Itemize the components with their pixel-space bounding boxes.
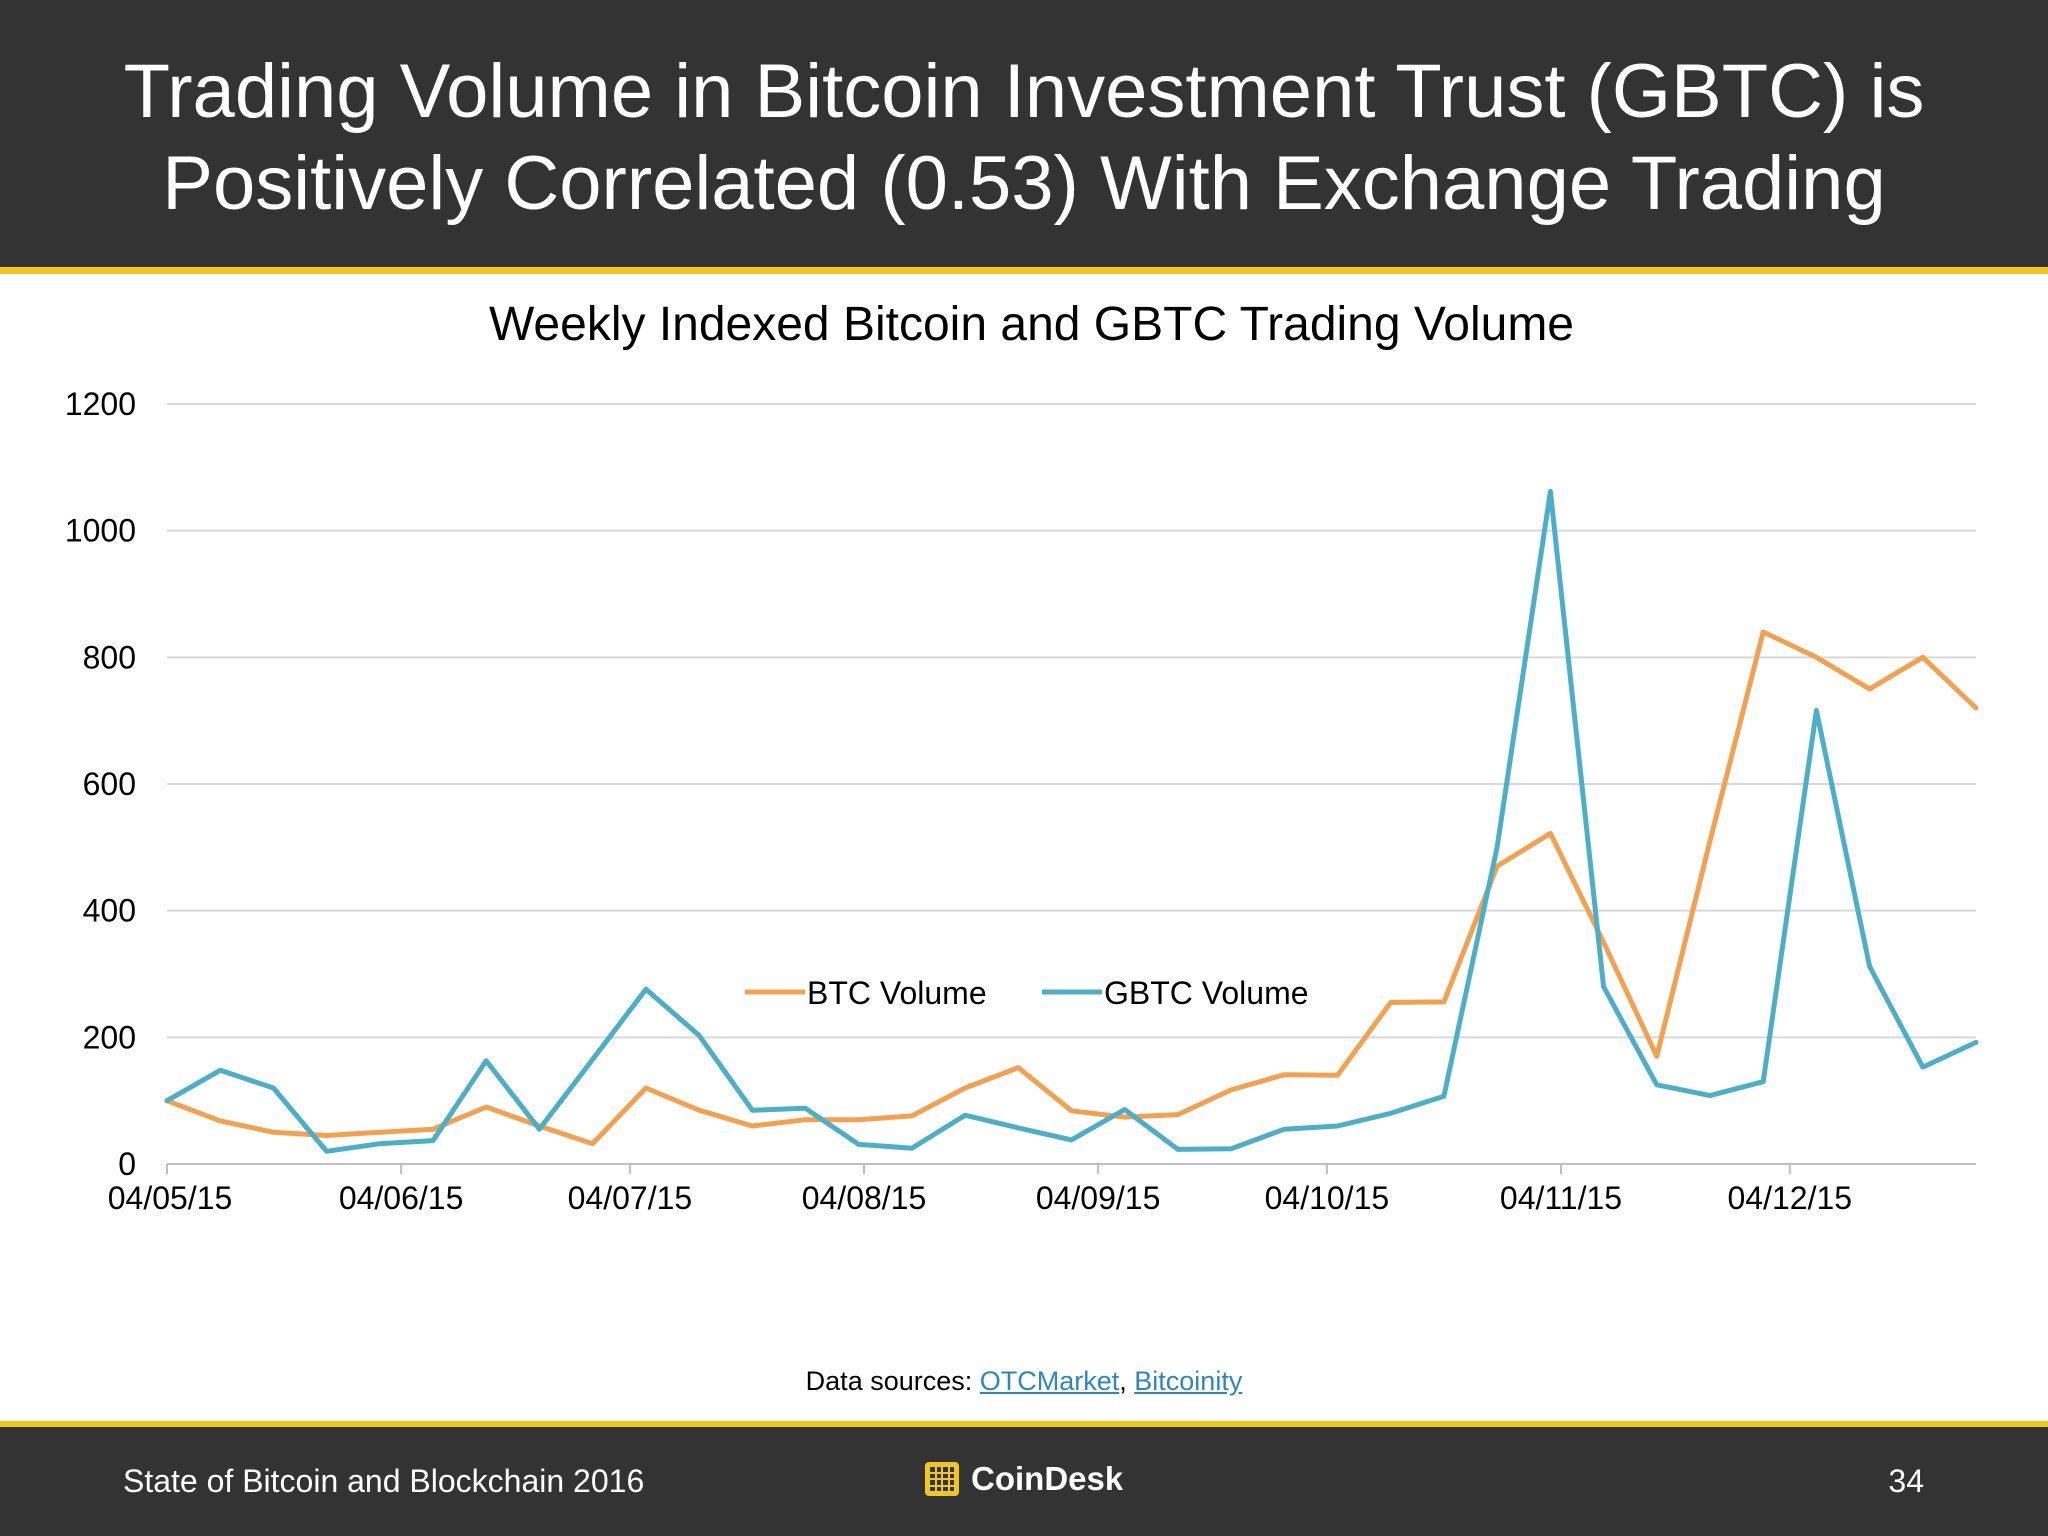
chart-title: Weekly Indexed Bitcoin and GBTC Trading … (489, 298, 1574, 351)
btc-volume-line (164, 629, 1979, 1147)
slide-title: Trading Volume in Bitcoin Investment Tru… (40, 46, 2008, 230)
y-tick-label: 600 (83, 766, 136, 802)
source-link-bitcoinity[interactable]: Bitcoinity (1134, 1366, 1243, 1396)
header-accent-line (0, 267, 2048, 274)
sources-separator: , (1119, 1366, 1135, 1396)
gbtc-volume-line (164, 488, 1979, 1154)
x-tick-label: 04/08/15 (802, 1180, 927, 1216)
legend-label-gbtc-volume: GBTC Volume (1104, 975, 1309, 1011)
slide-title-line-1: Trading Volume in Bitcoin Investment Tru… (123, 49, 1925, 134)
page-number: 34 (1888, 1463, 1924, 1499)
sources-prefix: Data sources: (805, 1366, 980, 1396)
chart-area: Weekly Indexed Bitcoin and GBTC Trading … (0, 274, 2048, 1414)
slide-title-line-2: Positively Correlated (0.53) With Exchan… (162, 141, 1886, 226)
x-tick-label: 04/09/15 (1036, 1180, 1161, 1216)
y-tick-label: 0 (118, 1146, 136, 1182)
footer-accent-line (0, 1421, 2048, 1427)
y-tick-label: 200 (83, 1019, 136, 1055)
x-tick-label: 04/06/15 (339, 1180, 464, 1216)
data-sources: Data sources: OTCMarket, Bitcoinity (0, 1366, 2048, 1397)
line-chart: Weekly Indexed Bitcoin and GBTC Trading … (65, 298, 1979, 1216)
y-tick-label: 1000 (65, 513, 136, 549)
coindesk-logo: CoinDesk (925, 1459, 1123, 1499)
x-tick-label: 04/10/15 (1265, 1180, 1390, 1216)
footer-report-title: State of Bitcoin and Blockchain 2016 (123, 1463, 645, 1499)
y-tick-label: 800 (83, 639, 136, 675)
coindesk-logo-icon (925, 1462, 959, 1496)
x-tick-label: 04/07/15 (568, 1180, 693, 1216)
x-tick-label: 04/05/15 (108, 1180, 233, 1216)
x-tick-label: 04/12/15 (1727, 1180, 1852, 1216)
slide-header: Trading Volume in Bitcoin Investment Tru… (0, 0, 2048, 267)
slide-footer: State of Bitcoin and Blockchain 2016 Coi… (0, 1427, 2048, 1536)
x-tick-label: 04/11/15 (1500, 1180, 1622, 1216)
y-tick-label: 1200 (65, 386, 136, 422)
legend-label-btc-volume: BTC Volume (807, 975, 987, 1011)
brand-name: CoinDesk (971, 1460, 1124, 1497)
y-tick-label: 400 (83, 893, 136, 929)
source-link-otcmarket[interactable]: OTCMarket (979, 1366, 1120, 1396)
